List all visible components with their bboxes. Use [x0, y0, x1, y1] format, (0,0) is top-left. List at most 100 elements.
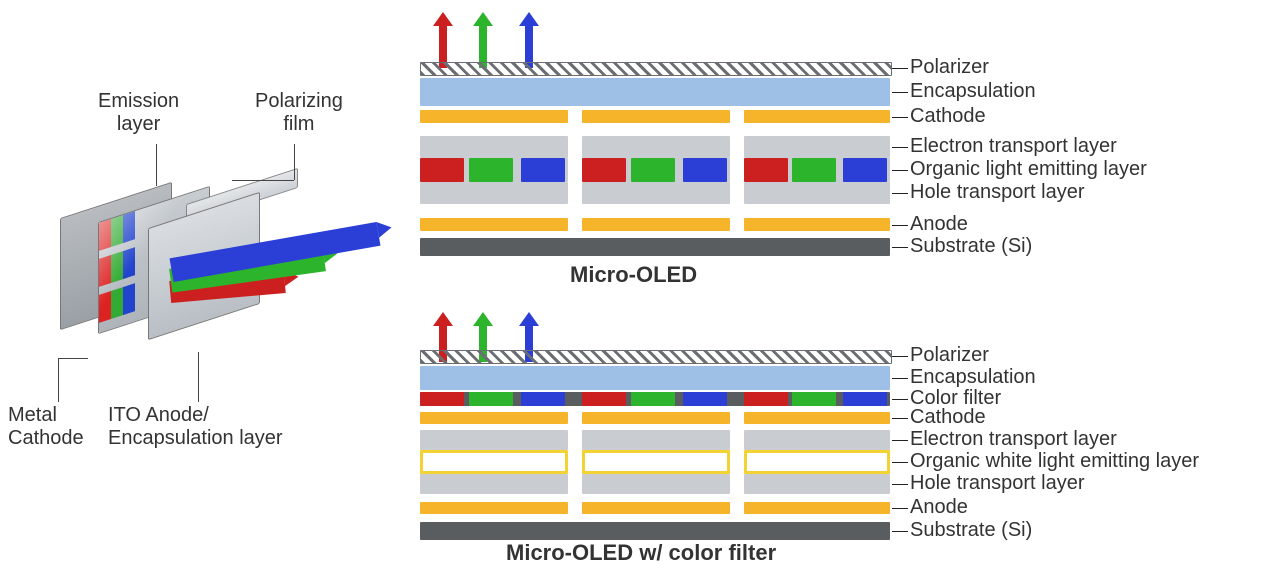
layer-seg	[420, 430, 568, 450]
layer-seg	[744, 218, 890, 231]
layer-label-htl: Hole transport layer	[910, 472, 1085, 495]
layer-seg	[744, 450, 890, 474]
label-tick	[892, 484, 908, 485]
layer-label-emit_white: Organic white light emitting layer	[910, 450, 1199, 473]
label-tick	[892, 193, 908, 194]
layer-polarizer	[420, 350, 892, 364]
label-tick	[892, 418, 908, 419]
callout-line	[294, 144, 295, 180]
layer-seg	[582, 412, 730, 424]
layer-label-cathode: Cathode	[910, 406, 986, 429]
subpixel	[469, 158, 513, 182]
layer-substrate	[420, 238, 890, 256]
subpixel	[683, 392, 727, 406]
layer-seg	[744, 412, 890, 424]
callout-line	[58, 358, 88, 359]
label-tick	[892, 440, 908, 441]
layer-label-substrate: Substrate (Si)	[910, 235, 1032, 258]
layer-seg	[582, 502, 730, 514]
layer-seg	[582, 110, 730, 123]
label-tick	[892, 508, 908, 509]
layer-seg	[582, 136, 730, 158]
callout-line	[156, 144, 157, 186]
subpixel	[683, 158, 727, 182]
light-arrow	[524, 12, 534, 68]
layer-seg	[582, 474, 730, 494]
subpixel	[744, 158, 788, 182]
layer-emit_white	[420, 450, 890, 474]
caption-micro-oled-cf: Micro-OLED w/ color filter	[506, 540, 776, 566]
subpixel	[792, 158, 836, 182]
label-tick	[892, 147, 908, 148]
layer-seg	[582, 218, 730, 231]
subpixel	[843, 392, 887, 406]
subpixel	[469, 392, 513, 406]
layer-label-substrate: Substrate (Si)	[910, 519, 1032, 542]
subpixel	[420, 158, 464, 182]
subpixel	[582, 158, 626, 182]
layer-cathode	[420, 110, 890, 123]
layer-anode	[420, 502, 890, 514]
layer-htl	[420, 182, 890, 204]
subpixel	[582, 392, 626, 406]
layer-etl	[420, 430, 890, 450]
subpixel	[744, 392, 788, 406]
layer-anode	[420, 218, 890, 231]
label-tick	[892, 531, 908, 532]
layer-seg	[582, 450, 730, 474]
callout-polarizing-film: Polarizing film	[255, 90, 343, 136]
layer-seg	[582, 430, 730, 450]
layer-seg	[420, 110, 568, 123]
layer-polarizer	[420, 62, 892, 76]
layer-label-anode: Anode	[910, 496, 968, 519]
layer-label-polarizer: Polarizer	[910, 56, 989, 79]
light-arrow	[478, 12, 488, 68]
callout-emission-layer: Emission layer	[98, 90, 179, 136]
label-tick	[892, 117, 908, 118]
label-tick	[892, 378, 908, 379]
layer-cfilter	[420, 392, 890, 406]
layer-seg	[420, 218, 568, 231]
stack-micro-oled: PolarizerEncapsulationCathode Electron tr…	[420, 6, 1250, 266]
subpixel	[631, 392, 675, 406]
layer-htl	[420, 474, 890, 494]
callout-line	[232, 180, 294, 181]
label-tick	[892, 92, 908, 93]
label-tick	[892, 170, 908, 171]
label-tick	[892, 399, 908, 400]
light-arrow	[438, 12, 448, 68]
layer-encap	[420, 366, 890, 390]
layer-encap	[420, 78, 890, 106]
layer-label-etl: Electron transport layer	[910, 135, 1117, 158]
left-3d-oled-diagram	[60, 190, 340, 410]
layer-label-polarizer: Polarizer	[910, 344, 989, 367]
callout-line	[198, 352, 199, 402]
layer-seg	[420, 450, 568, 474]
label-tick	[892, 68, 908, 69]
layer-seg	[420, 412, 568, 424]
label-tick	[892, 356, 908, 357]
layer-seg	[744, 110, 890, 123]
layer-emit	[420, 158, 890, 182]
layer-seg	[744, 502, 890, 514]
stack-micro-oled-cf: PolarizerEncapsulationColor filterCathod…	[420, 300, 1250, 560]
layer-label-cathode: Cathode	[910, 105, 986, 128]
callout-ito-anode: ITO Anode/ Encapsulation layer	[108, 404, 283, 450]
subpixel	[521, 392, 565, 406]
layer-seg	[420, 502, 568, 514]
layer-seg	[744, 182, 890, 204]
subpixel	[631, 158, 675, 182]
subpixel	[521, 158, 565, 182]
layer-etl	[420, 136, 890, 158]
layer-label-etl: Electron transport layer	[910, 428, 1117, 451]
layer-label-emit: Organic light emitting layer	[910, 158, 1147, 181]
layer-seg	[744, 474, 890, 494]
layer-label-encap: Encapsulation	[910, 80, 1036, 103]
diagram-canvas: Emission layer Polarizing film Metal Cat…	[0, 0, 1270, 569]
layer-substrate	[420, 522, 890, 540]
callout-line	[58, 358, 59, 402]
label-tick	[892, 247, 908, 248]
layer-cathode	[420, 412, 890, 424]
subpixel	[792, 392, 836, 406]
label-tick	[892, 225, 908, 226]
